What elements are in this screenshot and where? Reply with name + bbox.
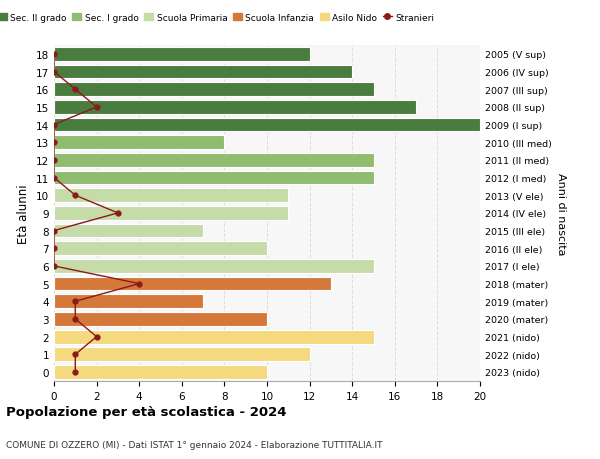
Bar <box>54 365 267 379</box>
Text: COMUNE DI OZZERO (MI) - Dati ISTAT 1° gennaio 2024 - Elaborazione TUTTITALIA.IT: COMUNE DI OZZERO (MI) - Dati ISTAT 1° ge… <box>6 441 383 449</box>
Y-axis label: Anni di nascita: Anni di nascita <box>556 172 566 255</box>
Bar <box>54 277 331 291</box>
Bar <box>54 101 416 114</box>
Bar <box>54 295 203 308</box>
Bar <box>54 118 480 132</box>
Bar <box>54 189 289 203</box>
Bar <box>54 224 203 238</box>
Bar <box>54 48 310 62</box>
Bar <box>54 347 310 361</box>
Bar <box>54 259 373 273</box>
Bar <box>54 207 289 220</box>
Bar <box>54 313 267 326</box>
Y-axis label: Età alunni: Età alunni <box>17 184 31 243</box>
Bar <box>54 66 352 79</box>
Bar <box>54 330 373 344</box>
Bar <box>54 154 373 168</box>
Bar <box>54 171 373 185</box>
Bar <box>54 136 224 150</box>
Text: Popolazione per età scolastica - 2024: Popolazione per età scolastica - 2024 <box>6 405 287 419</box>
Bar <box>54 242 267 256</box>
Bar <box>54 83 373 97</box>
Legend: Sec. II grado, Sec. I grado, Scuola Primaria, Scuola Infanzia, Asilo Nido, Stran: Sec. II grado, Sec. I grado, Scuola Prim… <box>0 10 438 26</box>
